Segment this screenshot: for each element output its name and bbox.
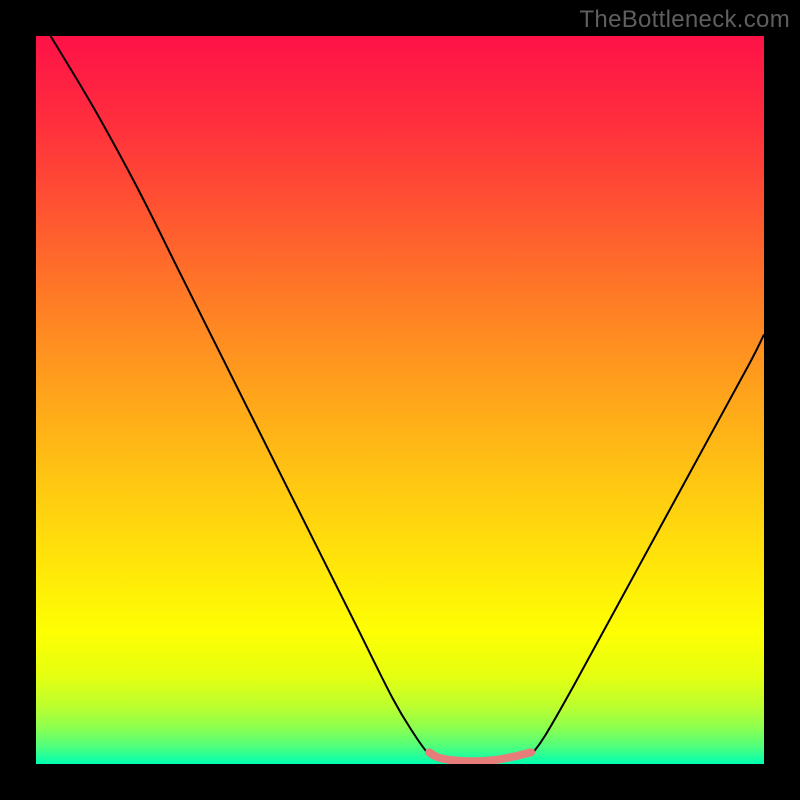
chart-frame [36,36,764,764]
watermark-text: TheBottleneck.com [579,6,790,34]
chart-background-gradient [36,36,764,764]
bottleneck-curve-chart [36,36,764,764]
